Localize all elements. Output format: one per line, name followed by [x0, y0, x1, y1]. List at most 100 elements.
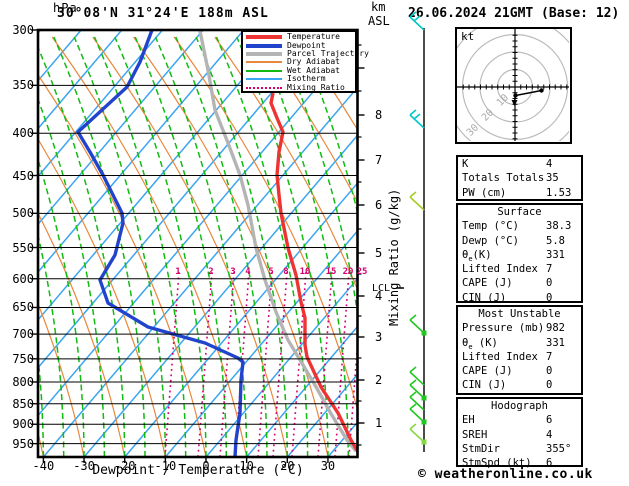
dry-adiabat-lines: [38, 36, 358, 457]
row-label: Temp (°C): [462, 220, 519, 233]
pressure-tick-label: 900: [12, 417, 34, 432]
pressure-tick-label: 850: [12, 396, 34, 411]
pressure-tick-label: 650: [12, 300, 34, 315]
table-row: CIN (J) 0: [458, 379, 581, 393]
isotherm-legend-sample: [246, 78, 282, 81]
temp-axis-ticks: [42, 457, 329, 463]
table-row: Lifted Index 7: [458, 263, 581, 277]
legend-item-label: Dry Adiabat: [287, 57, 340, 67]
table-row: CAPE (J) 0: [458, 365, 581, 379]
legend-item: Mixing Ratio: [246, 83, 355, 91]
table-row: θe(K) 331: [458, 249, 581, 263]
row-label: StmDir: [462, 442, 500, 455]
mixing-ratio-legend-sample: [246, 86, 282, 89]
temp-tick-label: -30: [73, 459, 95, 473]
row-value: 4: [546, 428, 553, 441]
table-row: θe (K) 331: [458, 337, 581, 351]
hodograph-arrowhead: [511, 100, 518, 106]
table-row: StmSpd (kt) 6: [458, 457, 581, 471]
row-label: CIN (J): [462, 379, 507, 392]
table-indices: K 4 Totals Totals 35 PW (cm) 1.53: [456, 155, 583, 201]
row-label: θe (K): [462, 336, 498, 351]
row-value: 331: [546, 248, 565, 261]
table-row: SREH 4: [458, 429, 581, 443]
row-value: 0: [546, 379, 553, 392]
dry-adiabat-legend-sample: [246, 61, 282, 64]
lcl-marker-label: LCL: [372, 283, 391, 294]
row-value: 1.53: [546, 186, 572, 199]
row-value: 331: [546, 336, 565, 349]
table-hodograph-stats: Hodograph EH 6 SREH 4 StmDir 355° StmSpd (kt) 6: [456, 397, 583, 469]
mixing-ratio-value: 2: [208, 267, 214, 277]
dewpoint-legend-sample: [246, 43, 282, 48]
temp-tick-label: -10: [154, 459, 177, 473]
dewpoint-curve: [76, 30, 245, 457]
km-tick-label: 8: [375, 108, 383, 122]
legend-item: Temperature: [246, 33, 355, 41]
km-tick-label: 5: [375, 246, 383, 260]
row-label: SREH: [462, 428, 488, 441]
row-label: Dewp (°C): [462, 234, 519, 247]
hodograph-plot: [457, 29, 570, 142]
row-label: CAPE (J): [462, 365, 513, 378]
pressure-tick-label: 600: [12, 271, 34, 286]
row-value: 0: [546, 277, 553, 290]
pressure-axis-unit: hPa: [53, 1, 78, 15]
table-row: PW (cm) 1.53: [458, 187, 581, 201]
table-row: EH 6: [458, 414, 581, 428]
parcel-trajectory-legend-sample: [246, 51, 282, 56]
wet-adiabat-legend-sample: [246, 69, 282, 72]
row-label: StmSpd (kt): [462, 457, 532, 470]
table-surface: Surface Temp (°C) 38.3 Dewp (°C) 5.8 θe(K) 331…: [456, 203, 583, 304]
row-value: 0: [546, 291, 553, 304]
row-value: 5.8: [546, 234, 565, 247]
temperature-curve: [269, 92, 358, 453]
table-most-unstable: Most Unstable Pressure (mb) 982 θe (K) 331 Li…: [456, 305, 583, 395]
wind-barb-column: [409, 11, 427, 452]
parcel-curve: [198, 30, 358, 453]
pressure-tick-label: 700: [12, 327, 34, 342]
pressure-tick-label: 950: [12, 436, 34, 451]
temp-tick-label: -20: [113, 459, 136, 473]
legend-item-label: Wet Adiabat: [287, 65, 340, 75]
table-row: CAPE (J) 0: [458, 277, 581, 291]
row-label: CAPE (J): [462, 277, 513, 290]
legend-item-label: Isotherm: [287, 74, 326, 84]
altitude-axis-unit-km: km: [371, 0, 386, 14]
pressure-tick-label: 750: [12, 351, 34, 366]
plot-area: [38, 30, 358, 457]
mixing-ratio-value: 5: [268, 267, 274, 277]
legend-item: Parcel Trajectory: [246, 49, 369, 58]
mixing-ratio-value: 15: [325, 267, 337, 277]
x-axis-title: Dewpoint / Temperature (°C): [92, 463, 304, 478]
legend-item: Isotherm: [246, 75, 355, 83]
valid-datetime: 26.06.2024 21GMT (Base: 12): [408, 6, 620, 21]
row-value: 7: [546, 350, 553, 363]
row-label: PW (cm): [462, 186, 507, 199]
hodograph-trace: [513, 89, 542, 102]
table-row: Dewp (°C) 5.8: [458, 235, 581, 249]
row-value: 6: [546, 414, 553, 427]
km-tick-label: 7: [375, 153, 383, 167]
hodograph-unit-label: kt: [461, 30, 475, 43]
credit-watermark: © weatheronline.co.uk: [418, 467, 593, 482]
table-row: Totals Totals 35: [458, 172, 581, 186]
km-tick-label: 1: [375, 416, 383, 430]
pressure-tick-label: 300: [12, 23, 34, 37]
temp-tick-label: 30: [320, 459, 336, 473]
page-title: 30°08'N 31°24'E 188m ASL: [57, 6, 269, 21]
legend-item-label: Mixing Ratio: [287, 82, 345, 92]
mixing-ratio-value: 1: [175, 267, 181, 277]
legend-item: Wet Adiabat: [246, 65, 355, 75]
row-label: Pressure (mb): [462, 322, 545, 335]
pressure-tick-label: 450: [12, 168, 34, 183]
temp-tick-label: 10: [239, 459, 254, 473]
mixing-ratio-value: 3: [230, 267, 236, 277]
table-row: Pressure (mb) 982: [458, 322, 581, 336]
temp-tick-label: 0: [202, 459, 210, 473]
legend-item-label: Parcel Trajectory: [287, 48, 369, 58]
km-tick-label: 3: [375, 330, 383, 344]
km-tick-label: 4: [375, 289, 383, 303]
row-label: Lifted Index: [462, 263, 538, 276]
